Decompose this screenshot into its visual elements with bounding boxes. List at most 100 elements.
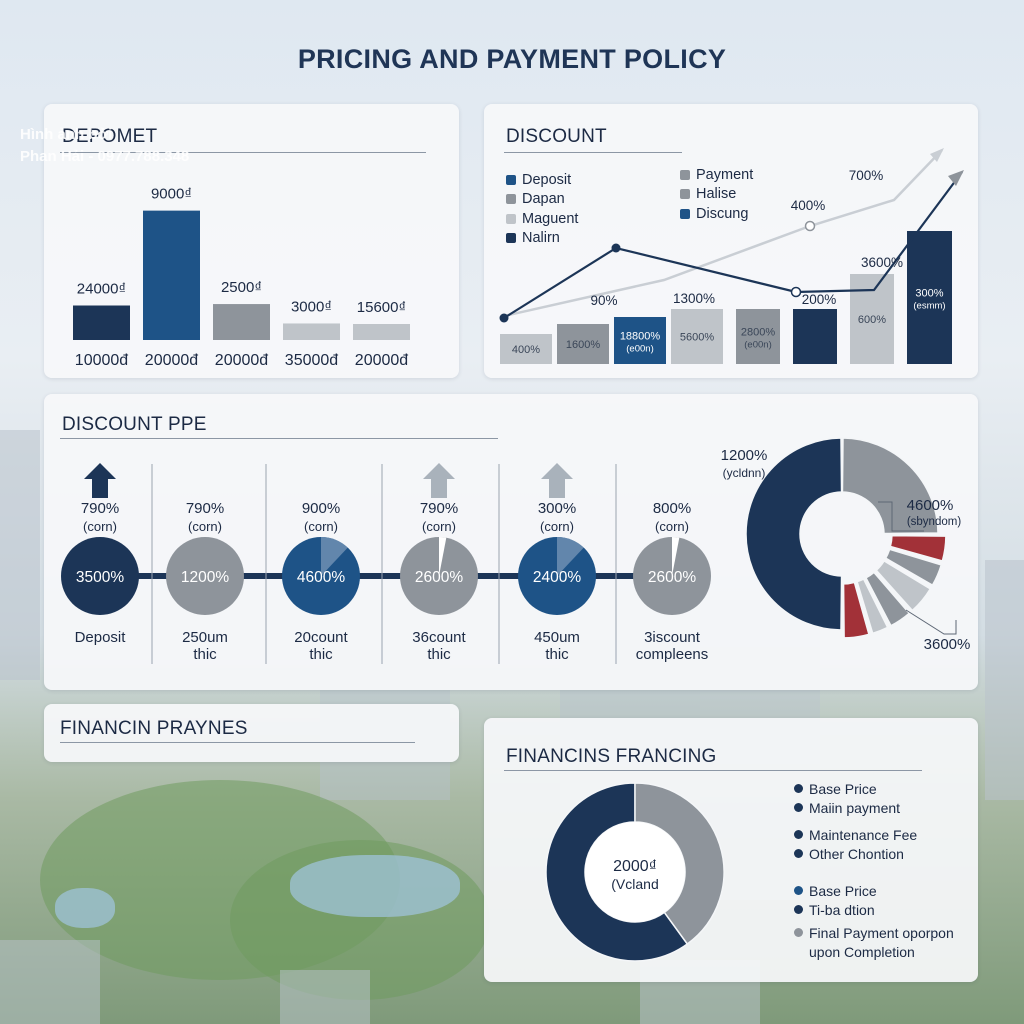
step-circle-wedge [439, 537, 447, 576]
step-circle [166, 537, 244, 615]
legend-swatch [794, 928, 803, 937]
bar-value-label: 24000₫ [77, 281, 126, 298]
donut-label-bottom: 3600% [924, 636, 971, 653]
category-label: 20000đ [355, 352, 408, 369]
step-value: 2600% [648, 569, 696, 586]
bar-value-label: 5600% [680, 332, 714, 344]
legend-label: Ti-ba dtion [809, 901, 875, 918]
donut-slice [856, 578, 889, 635]
deposit-bar-chart: 24000₫ 10000đ 9000₫ 20000đ 2500₫ 20000đ 3000₫ 3… [73, 186, 410, 369]
legend-swatch [794, 905, 803, 914]
discount-bar [500, 334, 552, 364]
financing-payments-title: FINANCIN PRAYNES [60, 718, 248, 739]
donut-label-right: 4600% [907, 497, 954, 514]
step-unit: (corn) [655, 519, 689, 534]
legend-item: Dapan [506, 190, 578, 210]
legend-swatch [794, 886, 803, 895]
legend-item: Maiin payment [794, 798, 954, 817]
discount-bar [736, 309, 780, 364]
legend-label: Final Payment oporpon [809, 924, 954, 941]
step-label-2: thic [427, 646, 451, 663]
step-arrow-icon [423, 463, 455, 498]
discount-legend-right: Payment Halise Discung [680, 165, 753, 224]
step-label-2: compleens [636, 646, 709, 663]
bar-value-label: 1600% [566, 339, 600, 351]
step-value: 2600% [415, 569, 463, 586]
annotation-label: 90% [590, 293, 617, 308]
donut-leader [905, 609, 957, 635]
bar-value-label: 9000₫ [151, 186, 192, 203]
discount-pipe-panel: DISCOUNT PPE 790% (corn) 3500% Deposit 790% (… [44, 394, 978, 690]
step-unit: (corn) [304, 519, 338, 534]
step-label: 36count [412, 629, 466, 646]
legend-label: Other Chontion [809, 845, 904, 862]
legend-swatch [794, 947, 803, 956]
step-label: 450um [534, 629, 580, 646]
step-arrow-icon [541, 463, 573, 498]
discount-bar [793, 309, 837, 364]
legend-label: Base Price [809, 882, 877, 899]
bar-sub-label: (esmm) [913, 301, 945, 312]
legend-swatch [794, 803, 803, 812]
legend-item: Deposit [506, 170, 578, 190]
category-label: 20000đ [145, 352, 198, 369]
step-label-2: thic [309, 646, 333, 663]
step-unit: (corn) [188, 519, 222, 534]
step-value: 1200% [181, 569, 229, 586]
deposit-bar [283, 323, 340, 340]
donut-slice [889, 534, 947, 562]
financing-donut-chart: 2000₫(Vcland [545, 782, 725, 962]
legend-item: Final Payment oporpon [794, 923, 954, 942]
annotation-label: 200% [802, 292, 837, 307]
legend-item: Payment [680, 165, 753, 185]
bar-value-label: 2500₫ [221, 279, 262, 296]
deposit-title: DEPOMET [62, 126, 158, 147]
page-title: PRICING AND PAYMENT POLICY [297, 44, 727, 74]
financing-legend: Base Price Maiin payment Maintenance Fee Ot… [794, 779, 954, 961]
donut-leader [878, 501, 924, 532]
step-unit: (corn) [540, 519, 574, 534]
annotation-label: 400% [791, 198, 826, 213]
step-unit: (corn) [422, 519, 456, 534]
legend-label: Maintenance Fee [809, 826, 918, 843]
step-top-value: 790% [186, 500, 224, 517]
annotation-label: 700% [849, 168, 884, 183]
legend-item: Base Price [794, 881, 954, 900]
step-top-value: 790% [420, 500, 458, 517]
category-label: 10000đ [75, 352, 128, 369]
series-point [804, 220, 816, 232]
step-arrow-icon [84, 463, 116, 498]
discount-title: DISCOUNT [506, 126, 607, 147]
bar-value-label: 400% [512, 344, 540, 356]
step-value: 2400% [533, 569, 581, 586]
deposit-bar [213, 304, 270, 340]
legend-item: Base Price [794, 779, 954, 798]
step-top-value: 900% [302, 500, 340, 517]
step-label-2: thic [193, 646, 217, 663]
bar-value-label: 3000₫ [291, 298, 332, 315]
step-circle-wedge [557, 537, 584, 576]
discount-legend-left: Deposit Dapan Maguent Nalirn [506, 170, 578, 248]
watermark-line-1: Hình ảnh bởi [20, 126, 113, 143]
watermark-line-2: Phan Hải - 0977.788.348 [20, 148, 190, 165]
discount-pipe-title: DISCOUNT PPE [62, 414, 207, 435]
donut-slice [745, 437, 843, 631]
donut-center-value: 2000₫ [613, 858, 657, 875]
legend-item: Maguent [506, 209, 578, 229]
donut-slice [875, 559, 932, 612]
step-circle [61, 537, 139, 615]
bar-value-label: 300% [915, 288, 943, 300]
step-value: 4600% [297, 569, 345, 586]
donut-slice [884, 548, 943, 587]
category-label: 35000đ [285, 352, 338, 369]
deposit-bar [73, 305, 130, 340]
legend-item: Discung [680, 204, 753, 224]
legend-item: Halise [680, 185, 753, 205]
watermark: Hình ảnh bởi Phan Hải - 0977.788.348 [20, 124, 189, 168]
annotation-label: 1300% [673, 291, 715, 306]
donut-slice [841, 437, 939, 535]
legend-swatch [794, 784, 803, 793]
legend-swatch [794, 830, 803, 839]
deposit-panel: DEPOMET 24000₫ 10000đ 9000₫ 20000đ 2500₫ 2000… [44, 104, 459, 378]
legend-item: Nalirn [506, 229, 578, 249]
